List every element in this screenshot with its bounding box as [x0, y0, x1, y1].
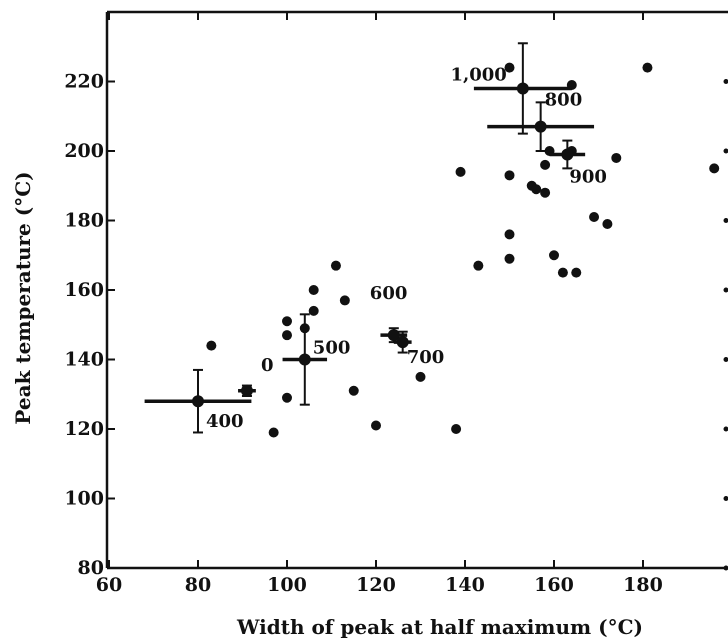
marker-point	[192, 395, 204, 408]
marker-point	[396, 336, 409, 349]
data-point	[308, 305, 319, 316]
data-point	[504, 170, 515, 181]
y-tick-label: 120	[64, 418, 104, 440]
data-point	[611, 152, 622, 163]
data-point	[282, 330, 292, 341]
data-point	[642, 62, 653, 73]
y-tick-label: 200	[64, 140, 104, 162]
data-point	[268, 427, 279, 438]
axis-ticks: 60 80 100 120 140 160 180801001201401601802002…	[64, 12, 728, 596]
y-tick-label: 180	[64, 210, 104, 232]
marker-point	[240, 384, 253, 397]
y-axis-label: Peak temperature (°C)	[11, 171, 35, 424]
data-point	[308, 285, 319, 295]
y-tick-label: 160	[64, 279, 104, 301]
marker-label: 1,000	[450, 64, 506, 85]
marker-label: 500	[313, 338, 351, 359]
y-tick-right	[723, 565, 728, 571]
x-tick-label: 160	[534, 574, 574, 596]
data-point	[282, 392, 292, 403]
y-tick-right	[723, 218, 728, 223]
marker-point	[298, 353, 311, 366]
y-tick-label: 220	[64, 71, 104, 93]
labeled-markers: 400 0 500 600 700 1,000 800 900	[144, 42, 607, 434]
marker-label: 0	[261, 355, 274, 376]
data-point	[571, 267, 582, 278]
data-point	[455, 166, 466, 177]
marker-point	[534, 120, 547, 133]
marker-label: 700	[407, 347, 445, 368]
marker-point	[387, 329, 400, 342]
marker-label: 800	[545, 90, 583, 111]
data-point	[540, 159, 551, 170]
y-tick-right	[723, 287, 728, 293]
data-point	[371, 420, 381, 431]
y-tick-right	[723, 426, 728, 432]
data-point	[531, 184, 542, 195]
y-tick-right	[723, 79, 728, 84]
data-point	[540, 187, 551, 198]
data-point	[473, 260, 484, 271]
x-tick-label: 60	[96, 574, 122, 596]
y-tick-label: 100	[64, 488, 104, 510]
data-point	[589, 212, 600, 223]
data-point	[504, 62, 515, 73]
marker-label: 600	[370, 283, 408, 304]
x-tick-label: 180	[623, 574, 663, 596]
data-point	[330, 260, 341, 271]
scatter-points	[206, 62, 720, 438]
x-tick-label: 120	[356, 574, 396, 596]
y-tick-right	[723, 496, 728, 501]
x-tick-label: 80	[185, 574, 211, 596]
data-point	[709, 163, 720, 174]
y-tick-right	[723, 357, 728, 362]
plot-frame	[105, 10, 728, 570]
data-point	[549, 250, 559, 261]
data-point	[282, 316, 292, 327]
data-point	[206, 340, 217, 351]
x-tick-label: 140	[445, 574, 485, 596]
marker-label: 900	[569, 166, 607, 187]
data-point	[451, 424, 462, 434]
data-point	[415, 371, 426, 382]
y-tick-label: 140	[64, 349, 104, 371]
y-tick-right	[723, 148, 728, 154]
data-point	[348, 385, 359, 396]
x-axis-label: Width of peak at half maximum (°C)	[236, 615, 643, 639]
data-point	[504, 253, 515, 264]
marker-point	[516, 82, 529, 95]
data-point	[557, 267, 568, 278]
x-tick-label: 100	[267, 574, 307, 596]
marker-point	[561, 148, 574, 161]
y-tick-label: 80	[78, 557, 104, 579]
data-point	[339, 295, 350, 306]
data-point	[504, 229, 515, 240]
marker-label: 400	[206, 411, 244, 432]
data-point	[602, 218, 613, 229]
